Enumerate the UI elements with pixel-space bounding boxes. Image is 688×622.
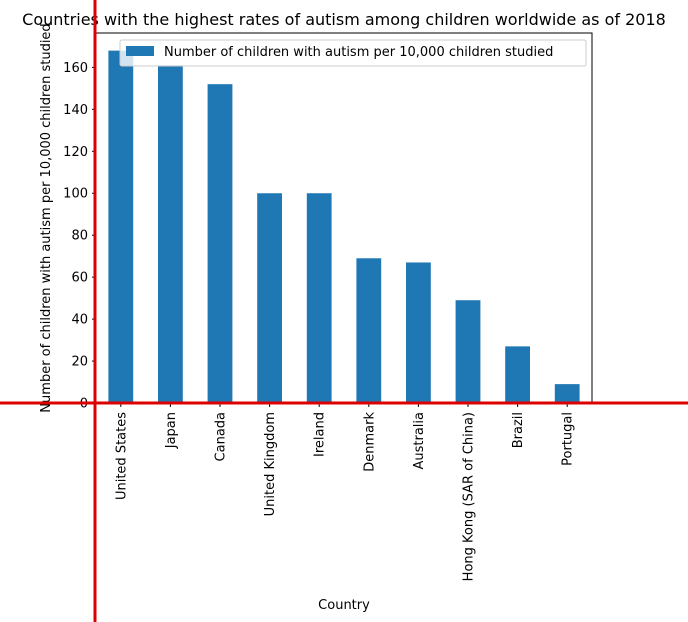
- legend: Number of children with autism per 10,00…: [119, 39, 587, 67]
- x-tick-label: Australia: [412, 412, 427, 470]
- y-tick-label: 140: [63, 103, 88, 118]
- bars-group: [108, 50, 580, 404]
- bar-hong-kong-sar-of-china: [455, 300, 481, 403]
- bar-japan: [158, 65, 183, 404]
- bar-denmark: [356, 258, 382, 403]
- y-axis-ticks: 020406080100120140160: [63, 61, 96, 412]
- bar-united-kingdom: [257, 193, 282, 403]
- x-tick-label: Hong Kong (SAR of China): [462, 412, 477, 581]
- x-tick-label: Brazil: [511, 412, 526, 448]
- y-tick-label: 80: [71, 229, 88, 244]
- bar-united-states: [108, 50, 134, 403]
- x-axis-ticks: United States Japan Canada United Kingdom Ir…: [114, 403, 576, 581]
- y-tick-label: 60: [71, 271, 88, 286]
- x-tick-label: United States: [114, 412, 129, 500]
- x-tick-label: Portugal: [561, 412, 576, 466]
- bar-australia: [406, 262, 431, 403]
- y-tick-label: 100: [63, 187, 88, 202]
- y-axis-label: Number of children with autism per 10,00…: [39, 23, 54, 412]
- y-tick-label: 160: [63, 61, 88, 76]
- y-tick-label: 40: [71, 313, 88, 328]
- bar-ireland: [306, 193, 332, 403]
- bar-brazil: [505, 346, 530, 403]
- bar-portugal: [554, 384, 580, 403]
- y-tick-label: 120: [63, 145, 88, 160]
- x-tick-label: Japan: [164, 412, 179, 449]
- x-axis-label: Country: [318, 598, 370, 613]
- chart-title: Countries with the highest rates of auti…: [22, 10, 666, 29]
- x-tick-label: Ireland: [313, 412, 328, 457]
- legend-swatch: [126, 46, 154, 56]
- legend-label: Number of children with autism per 10,00…: [164, 45, 553, 60]
- x-tick-label: Denmark: [362, 412, 377, 472]
- x-tick-label: Canada: [214, 412, 229, 461]
- y-tick-label: 20: [71, 355, 88, 370]
- bar-canada: [207, 84, 233, 403]
- x-tick-label: United Kingdom: [263, 412, 278, 516]
- legend-box: [119, 39, 587, 67]
